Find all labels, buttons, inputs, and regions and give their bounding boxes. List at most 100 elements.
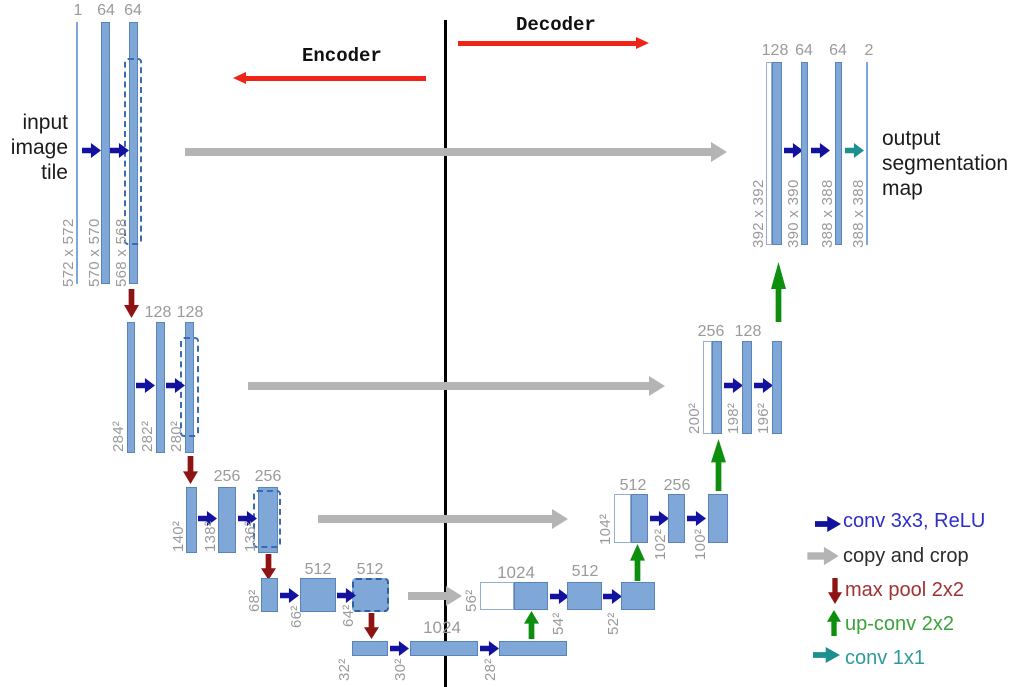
dimension-label: 136²	[242, 520, 259, 552]
channels-label: 64	[795, 42, 813, 59]
upconv-feature-half	[614, 494, 631, 543]
dimension-label: 198²	[725, 402, 742, 434]
feature-map-bar	[127, 322, 135, 453]
upconv-arrow-icon	[630, 544, 645, 581]
feature-map-block	[261, 578, 278, 612]
conv3x3-arrow-icon	[136, 378, 155, 393]
copy-crop-arrow-icon	[408, 586, 462, 606]
channels-label: 128	[761, 42, 789, 59]
channels-label: 1024	[423, 618, 461, 637]
dimension-label: 568 x 568	[113, 218, 130, 287]
channels-label: 512	[304, 561, 332, 578]
dimension-label: 68²	[246, 589, 263, 612]
channels-label: 256	[254, 468, 282, 485]
dimension-label: 30²	[392, 658, 409, 681]
channels-label: 512	[571, 563, 599, 580]
legend-maxpool-arrow-icon	[828, 578, 842, 604]
feature-map-bar	[186, 487, 197, 553]
copied-feature-half	[631, 494, 648, 543]
copied-feature-half	[772, 62, 782, 245]
feature-map-block	[499, 641, 567, 656]
dimension-label: 28²	[482, 658, 499, 681]
feature-map-bar	[772, 341, 782, 434]
feature-map-bar	[801, 62, 808, 245]
legend-copy-crop-label: copy and crop	[843, 545, 969, 567]
maxpool-arrow-icon	[183, 456, 198, 484]
dimension-label: 280²	[168, 420, 185, 452]
dimension-label: 282²	[139, 420, 156, 452]
copied-feature-half	[514, 582, 548, 610]
legend-conv3x3-label: conv 3x3, ReLU	[843, 510, 986, 532]
channels-label: 64	[97, 2, 115, 19]
feature-map-bar	[129, 22, 138, 284]
upconv-arrow-icon	[711, 439, 726, 491]
maxpool-arrow-icon	[364, 613, 379, 639]
dimension-label: 138²	[202, 520, 219, 552]
channels-label: 512	[356, 561, 384, 578]
feature-map-block	[300, 578, 336, 612]
encoder-direction-arrow-icon	[233, 72, 426, 85]
dimension-label: 140²	[170, 520, 187, 552]
feature-map-bar	[101, 22, 110, 284]
conv3x3-arrow-icon	[82, 143, 101, 158]
dimension-label: 104²	[597, 513, 614, 545]
channels-label: 128	[144, 304, 172, 321]
dimension-label: 284²	[110, 420, 127, 452]
dimension-label: 56²	[463, 589, 480, 612]
dimension-label: 54²	[550, 612, 567, 635]
feature-map-bar	[835, 62, 842, 245]
dimension-label: 32²	[336, 658, 353, 681]
legend-conv1x1-arrow-icon	[813, 647, 840, 663]
channels-label: 256	[697, 323, 725, 340]
copied-feature-half	[712, 341, 722, 434]
decoder-direction-arrow-icon	[458, 37, 649, 50]
feature-map-bar	[218, 487, 236, 553]
feature-map-bar	[742, 341, 752, 434]
encoder-decoder-divider-line	[444, 20, 447, 687]
channels-label: 128	[176, 304, 204, 321]
dimension-label: 572 x 572	[60, 218, 77, 287]
maxpool-arrow-icon	[261, 554, 276, 580]
channels-label: 64	[829, 42, 847, 59]
legend-upconv-label: up-conv 2x2	[845, 613, 954, 635]
feature-map-bar	[866, 62, 868, 245]
dimension-label: 388 x 388	[850, 179, 867, 248]
channels-label: 1024	[497, 563, 535, 582]
dimension-label: 100²	[692, 528, 709, 560]
dimension-label: 52²	[605, 612, 622, 635]
copy-crop-arrow-icon	[248, 376, 665, 396]
channels-label: 256	[213, 468, 241, 485]
dimension-label: 200²	[686, 402, 703, 434]
conv3x3-arrow-icon	[811, 143, 830, 158]
copy-crop-arrow-icon	[318, 509, 568, 529]
feature-map-block	[668, 494, 685, 543]
encoder-guide-label: Encoder	[302, 45, 382, 67]
upconv-feature-half	[703, 341, 712, 434]
dimension-label: 64²	[340, 604, 357, 627]
legend-copy-crop-arrow-icon	[807, 546, 839, 566]
dimension-label: 196²	[755, 402, 772, 434]
legend-conv3x3-arrow-icon	[815, 516, 841, 532]
channels-label: 64	[124, 2, 142, 19]
feature-map-block	[352, 641, 388, 656]
upconv-feature-half	[766, 62, 772, 245]
maxpool-arrow-icon	[124, 289, 139, 318]
dimension-label: 570 x 570	[86, 218, 103, 287]
legend-upconv-arrow-icon	[827, 610, 841, 636]
output-segmentation-map-label: output segmentation map	[882, 127, 1009, 200]
channels-label: 2	[864, 42, 874, 59]
channels-label: 1	[73, 2, 83, 19]
decoder-guide-label: Decoder	[516, 14, 596, 36]
feature-map-bar	[156, 322, 165, 453]
feature-map-block-crop-outlined	[352, 578, 389, 612]
upconv-arrow-icon	[524, 611, 539, 639]
dimension-label: 102²	[652, 528, 669, 560]
feature-map-bar	[258, 487, 278, 553]
input-image-tile-label: input image tile	[10, 111, 68, 184]
channels-label: 128	[734, 323, 762, 340]
feature-map-block	[708, 494, 728, 543]
feature-map-bar	[185, 322, 194, 453]
feature-map-bar	[76, 22, 78, 284]
channels-label: 256	[663, 477, 691, 494]
